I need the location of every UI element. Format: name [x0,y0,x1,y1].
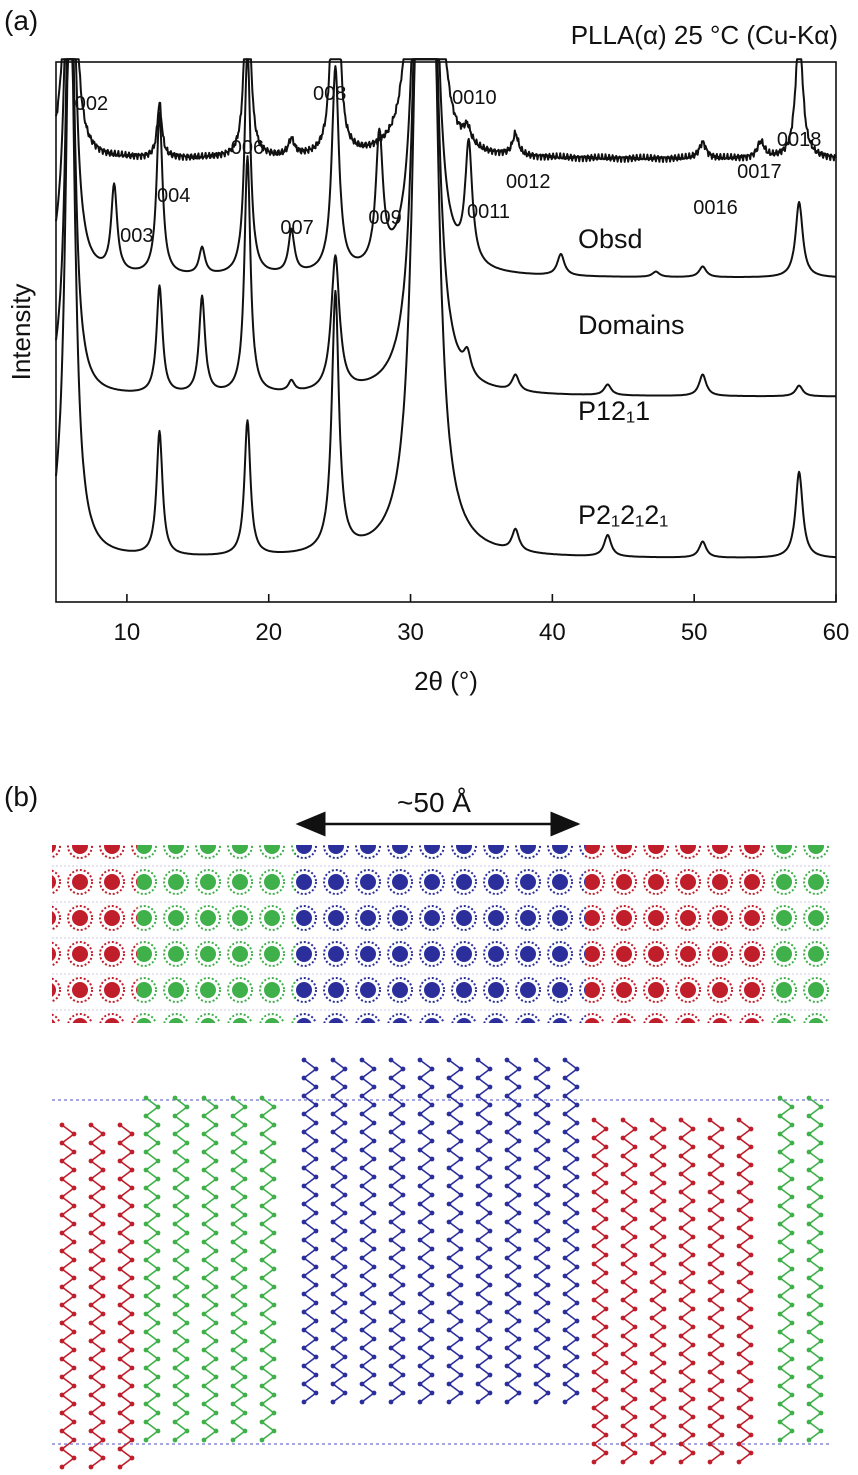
chain-5 [173,1097,189,1441]
chain-21 [650,1119,666,1463]
x-axis-label: 2θ (°) [414,666,478,696]
trace-group [55,58,837,559]
chain-16 [505,1059,521,1403]
x-tick-label-30: 30 [397,619,424,646]
chain-3 [118,1124,134,1468]
domain-green-top-left [137,845,295,1023]
chain-4 [144,1097,160,1441]
peak-label-0017: 0017 [737,161,782,183]
y-axis-label: Intensity [6,284,36,381]
chain-19 [592,1119,608,1463]
panel-b-label: (b) [4,781,38,812]
series-label-2: Domains [578,310,685,340]
chain-11 [360,1059,376,1403]
peak-label-0010: 0010 [452,87,497,109]
side-view-structure [52,1057,832,1470]
peak-label-0016: 0016 [693,197,738,219]
chain-group [59,1057,824,1470]
chain-23 [708,1119,724,1463]
chain-15 [476,1059,492,1403]
chain-1 [60,1124,76,1468]
series-label-3: P12₁1 [578,396,650,426]
panel-a-label: (a) [4,5,38,36]
x-axis-ticks: 10 20 30 40 50 60 [114,594,850,646]
domain-red-top-right [585,845,768,1023]
series-line-1 [55,58,837,163]
peak-label-008: 008 [313,83,346,105]
top-view-structure [52,845,830,1023]
peak-label-004: 004 [157,185,190,207]
chain-24 [737,1119,753,1463]
x-tick-label-10: 10 [114,619,141,646]
peak-label-0012: 0012 [506,171,551,193]
plot-frame [55,61,837,603]
chain-6 [202,1097,218,1441]
peak-label-0011: 0011 [467,201,510,223]
peak-label-0018: 0018 [777,129,822,151]
chain-13 [418,1059,434,1403]
chain-8 [260,1097,276,1441]
chain-12 [389,1059,405,1403]
series-label-4: P2₁2₁2₁ [578,500,668,530]
chain-7 [231,1097,247,1441]
chain-10 [331,1059,347,1403]
x-tick-label-40: 40 [539,619,566,646]
chain-2 [89,1124,105,1468]
domain-green-top-right [768,845,830,1023]
chain-9 [302,1059,318,1403]
series-line-4 [55,58,837,559]
chain-25 [778,1097,794,1441]
x-tick-label-20: 20 [255,619,282,646]
x-tick-label-60: 60 [823,619,850,646]
peak-label-006: 006 [231,137,264,159]
chain-14 [447,1059,463,1403]
chart-title: PLLA(α) 25 °C (Cu-Kα) [571,20,838,50]
peak-label-009: 009 [368,207,401,229]
chain-22 [679,1119,695,1463]
scale-label: ~50 Å [397,787,471,818]
peak-label-003: 003 [120,225,153,247]
peak-label-002: 002 [75,93,108,115]
series-label-group: Obsd Domains P12₁1 P2₁2₁2₁ [578,224,685,530]
chain-26 [807,1097,823,1441]
chain-18 [563,1059,579,1403]
domain-red-top-left [52,845,137,1023]
series-line-2 [55,58,837,278]
x-tick-label-50: 50 [681,619,708,646]
chain-17 [534,1059,550,1403]
series-label-1: Obsd [578,224,643,254]
peak-label-007: 007 [280,217,313,239]
series-line-3 [55,58,837,398]
domain-blue-top [295,845,585,1023]
chain-20 [621,1119,637,1463]
